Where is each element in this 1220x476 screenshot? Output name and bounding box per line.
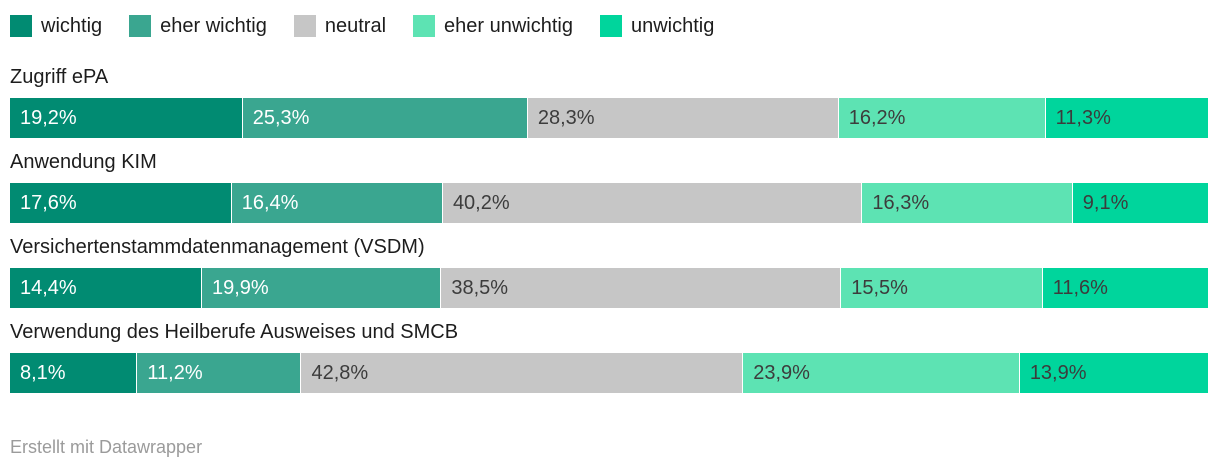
bar-segment-unwichtig: 11,6% bbox=[1042, 268, 1208, 308]
segment-value: 25,3% bbox=[252, 106, 310, 129]
bar-segment-neutral: 28,3% bbox=[527, 98, 838, 138]
segment-value: 16,3% bbox=[872, 191, 930, 214]
bar-segment-wichtig: 14,4% bbox=[10, 268, 201, 308]
segment-value: 8,1% bbox=[20, 361, 66, 384]
stacked-bar: 19,2% 25,3% 28,3% 16,2% 11,3% bbox=[10, 98, 1208, 138]
legend-swatch bbox=[129, 15, 152, 37]
segment-value: 13,9% bbox=[1029, 361, 1087, 384]
segment-value: 40,2% bbox=[452, 191, 510, 214]
category-label: Verwendung des Heilberufe Ausweises und … bbox=[10, 321, 459, 343]
segment-value: 16,2% bbox=[848, 106, 906, 129]
bar-segment-neutral: 42,8% bbox=[301, 353, 743, 393]
bar-segment-neutral: 38,5% bbox=[441, 268, 841, 308]
bar-segment-unwichtig: 13,9% bbox=[1019, 353, 1208, 393]
legend-swatch bbox=[293, 15, 316, 37]
segment-value: 11,3% bbox=[1055, 106, 1111, 129]
chart-row-anwendung-kim: Anwendung KIM 17,6% 16,4% 40,2% 16,3% 9,… bbox=[10, 149, 1208, 223]
legend-label: unwichtig bbox=[630, 15, 715, 37]
stacked-bar: 14,4% 19,9% 38,5% 15,5% 11,6% bbox=[10, 268, 1208, 308]
segment-value: 14,4% bbox=[20, 276, 77, 299]
bar-segment-eher-wichtig: 25,3% bbox=[242, 98, 527, 138]
segment-value: 42,8% bbox=[311, 361, 369, 384]
bar-segment-eher-unwichtig: 16,2% bbox=[838, 98, 1045, 138]
category-label: Anwendung KIM bbox=[10, 151, 157, 173]
bar-segment-unwichtig: 11,3% bbox=[1045, 98, 1208, 138]
segment-value: 19,9% bbox=[211, 276, 269, 299]
segment-value: 9,1% bbox=[1082, 191, 1129, 214]
chart-row-vsdm: Versichertenstammdatenmanagement (VSDM) … bbox=[10, 234, 1208, 308]
segment-value: 15,5% bbox=[851, 276, 908, 299]
segment-value: 19,2% bbox=[20, 106, 77, 129]
stacked-bar: 8,1% 11,2% 42,8% 23,9% 13,9% bbox=[10, 353, 1208, 393]
segment-value: 11,6% bbox=[1052, 276, 1108, 299]
stacked-bar: 17,6% 16,4% 40,2% 16,3% 9,1% bbox=[10, 183, 1208, 223]
bar-segment-eher-wichtig: 11,2% bbox=[137, 353, 301, 393]
chart-row-heilberufe-ausweis-smcb: Verwendung des Heilberufe Ausweises und … bbox=[10, 319, 1208, 393]
legend-label: eher unwichtig bbox=[444, 15, 573, 37]
bar-segment-eher-wichtig: 16,4% bbox=[231, 183, 442, 223]
bar-segment-wichtig: 8,1% bbox=[10, 353, 137, 393]
legend-swatch bbox=[413, 15, 436, 37]
datawrapper-attribution-link[interactable]: Erstellt mit Datawrapper bbox=[10, 437, 203, 457]
legend-label: wichtig bbox=[41, 15, 103, 37]
legend-item-eher-wichtig: eher wichtig bbox=[129, 14, 267, 38]
segment-value: 23,9% bbox=[753, 361, 810, 384]
bar-segment-eher-unwichtig: 23,9% bbox=[743, 353, 1019, 393]
legend-label: neutral bbox=[324, 15, 387, 37]
category-label: Versichertenstammdatenmanagement (VSDM) bbox=[10, 236, 425, 258]
bar-segment-neutral: 40,2% bbox=[442, 183, 862, 223]
segment-value: 28,3% bbox=[537, 106, 595, 129]
legend: wichtig eher wichtig neutral eher unwich… bbox=[10, 14, 1208, 38]
bar-segment-eher-wichtig: 19,9% bbox=[201, 268, 441, 308]
legend-swatch bbox=[599, 15, 622, 37]
chart-row-zugriff-epa: Zugriff ePA 19,2% 25,3% 28,3% 16,2% 11,3… bbox=[10, 64, 1208, 138]
segment-value: 17,6% bbox=[20, 191, 77, 214]
legend-label: eher wichtig bbox=[160, 15, 267, 37]
legend-item-wichtig: wichtig bbox=[10, 14, 102, 38]
bar-segment-wichtig: 19,2% bbox=[10, 98, 242, 138]
segment-value: 38,5% bbox=[451, 276, 509, 299]
legend-item-neutral: neutral bbox=[293, 14, 387, 38]
segment-value: 11,2% bbox=[147, 361, 203, 384]
bar-segment-wichtig: 17,6% bbox=[10, 183, 231, 223]
category-label: Zugriff ePA bbox=[10, 66, 109, 88]
legend-item-unwichtig: unwichtig bbox=[599, 14, 715, 38]
segment-value: 16,4% bbox=[241, 191, 299, 214]
legend-item-eher-unwichtig: eher unwichtig bbox=[413, 14, 573, 38]
bar-segment-eher-unwichtig: 16,3% bbox=[862, 183, 1072, 223]
bar-segment-eher-unwichtig: 15,5% bbox=[841, 268, 1042, 308]
bar-segment-unwichtig: 9,1% bbox=[1072, 183, 1208, 223]
legend-swatch bbox=[10, 15, 32, 37]
